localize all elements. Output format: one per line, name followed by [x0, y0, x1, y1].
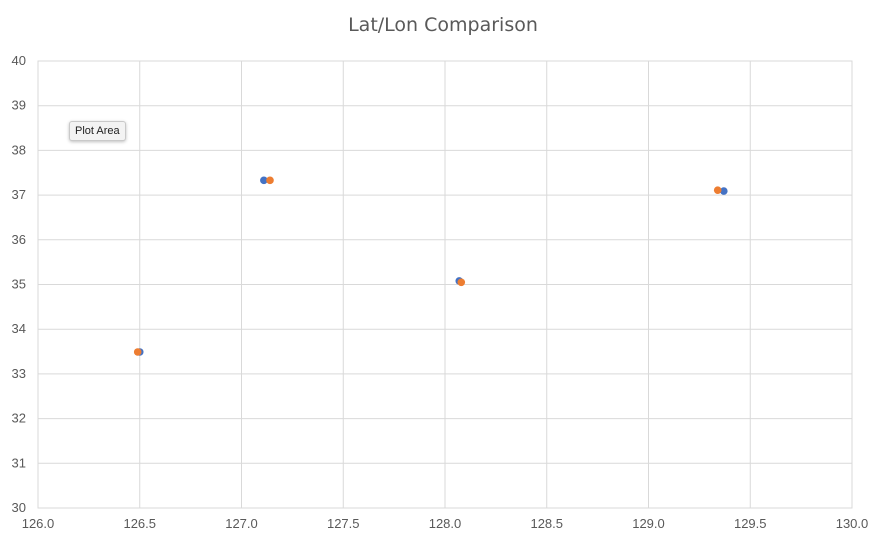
x-tick-label: 130.0 [836, 516, 869, 531]
x-tick-label: 127.0 [225, 516, 258, 531]
data-points [133, 176, 728, 356]
y-tick-label: 37 [12, 187, 26, 202]
y-tick-label: 34 [12, 321, 26, 336]
grid [37, 60, 853, 509]
y-tick-label: 39 [12, 98, 26, 113]
series-2-point-1[interactable] [133, 348, 142, 356]
x-tick-label: 127.5 [327, 516, 360, 531]
series-2-point-4[interactable] [713, 186, 722, 194]
y-tick-label: 30 [12, 500, 26, 515]
y-tick-label: 40 [12, 53, 26, 68]
y-tick-label: 35 [12, 277, 26, 292]
y-tick-label: 36 [12, 232, 26, 247]
chart-title: Lat/Lon Comparison [348, 14, 538, 36]
x-tick-label: 129.5 [734, 516, 767, 531]
plot-area-tooltip: Plot Area [69, 121, 126, 141]
series-2-point-2[interactable] [266, 176, 274, 185]
x-tick-label: 128.5 [530, 516, 563, 531]
series-1-point-2[interactable] [260, 176, 268, 185]
y-tick-label: 32 [12, 411, 26, 426]
x-tick-label: 129.0 [632, 516, 665, 531]
series-1-point-4[interactable] [719, 187, 728, 195]
y-axis-tick-labels: 30 31 32 33 34 35 36 37 38 39 40 [12, 53, 26, 515]
x-axis-tick-labels: 126.0 126.5 127.0 127.5 128.0 128.5 129.0 129.5… [22, 516, 869, 531]
y-tick-label: 38 [12, 142, 26, 157]
x-tick-label: 128.0 [429, 516, 462, 531]
x-tick-label: 126.0 [22, 516, 55, 531]
y-tick-label: 33 [12, 366, 26, 381]
x-tick-label: 126.5 [123, 516, 156, 531]
y-tick-label: 31 [12, 455, 26, 470]
series-2-point-3[interactable] [457, 278, 466, 287]
plot-area[interactable] [37, 60, 853, 509]
